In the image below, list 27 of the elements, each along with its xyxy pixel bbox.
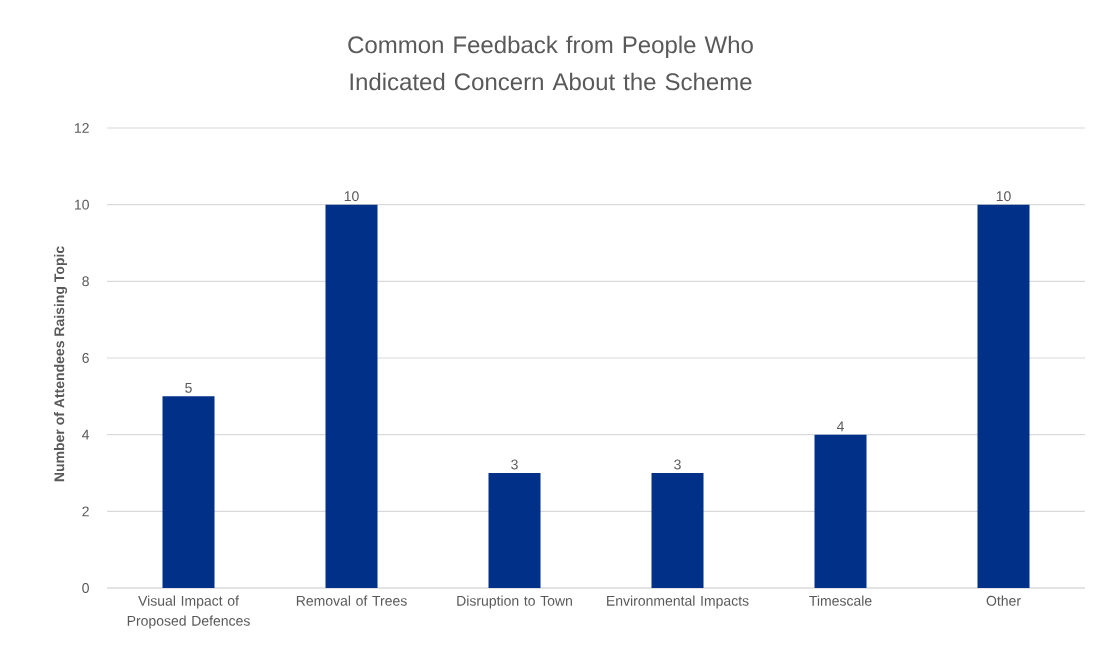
y-tick-label: 12 xyxy=(74,123,89,133)
data-label: 4 xyxy=(836,421,844,432)
x-tick-label: Removal of Trees xyxy=(296,595,407,606)
x-tick-label: Disruption to Town xyxy=(457,595,572,609)
x-tick-label: Visual Impact of Proposed Defences xyxy=(127,595,250,629)
x-tick-label: Timescale xyxy=(809,595,872,606)
bar xyxy=(325,204,378,588)
x-tick-label: Environmental Impacts xyxy=(607,595,749,609)
y-tick-label: 2 xyxy=(82,506,89,517)
bar xyxy=(162,396,215,588)
data-label: 3 xyxy=(511,459,518,470)
data-label: 10 xyxy=(996,191,1011,202)
data-label: 3 xyxy=(674,459,681,470)
bar xyxy=(814,434,867,588)
y-tick-label: 6 xyxy=(82,353,89,363)
bar xyxy=(977,204,1030,588)
x-tick-label: Other xyxy=(986,595,1021,606)
y-tick-label: 10 xyxy=(74,199,89,210)
y-tick-label: 8 xyxy=(82,276,89,287)
chart-title: Common Feedback from People Who Indicated Concern About the Scheme xyxy=(348,35,753,91)
y-axis-title: Number of Attendees Raising Topic xyxy=(53,246,68,482)
y-tick-label: 4 xyxy=(82,429,90,440)
data-label: 5 xyxy=(185,383,192,393)
y-tick-label: 0 xyxy=(82,583,89,593)
bar xyxy=(488,472,541,588)
data-label: 10 xyxy=(344,191,359,202)
bar xyxy=(651,472,704,588)
